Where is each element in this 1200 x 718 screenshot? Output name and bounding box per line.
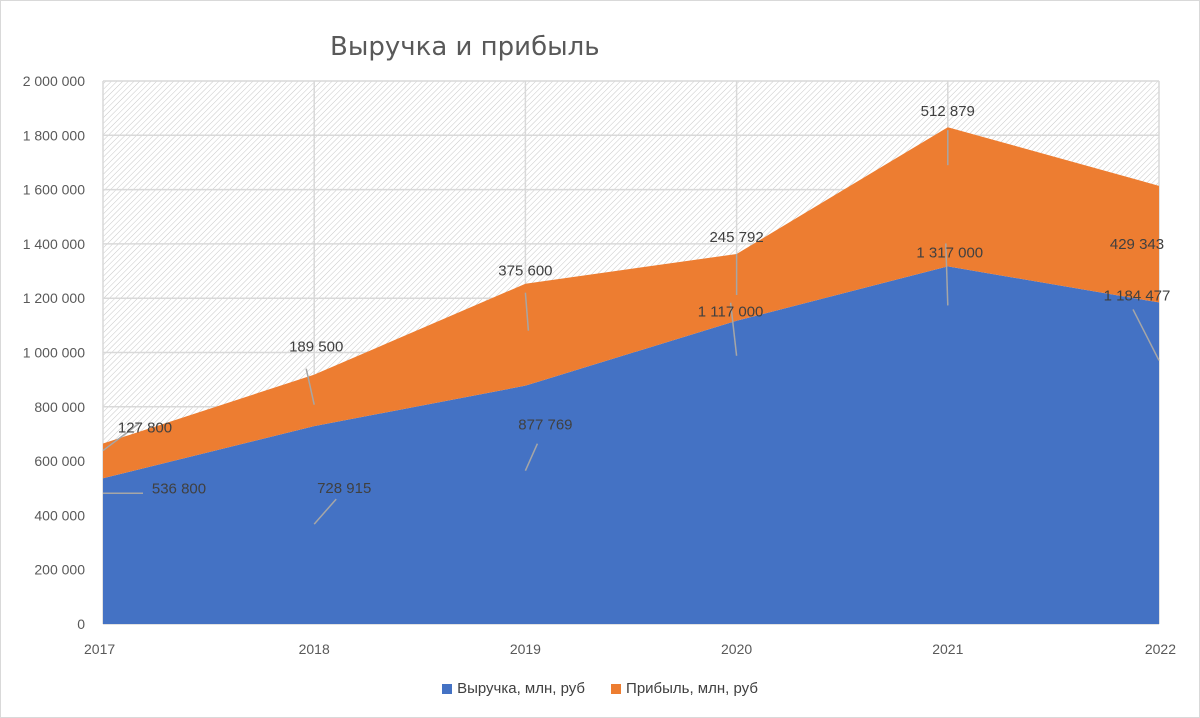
y-tick-label: 0 (77, 616, 85, 632)
y-tick-label: 200 000 (34, 562, 85, 578)
leader-line-profit (102, 422, 140, 452)
y-tick-label: 1 600 000 (23, 182, 85, 198)
data-label-profit: 512 879 (921, 103, 975, 120)
area-profit (103, 127, 1159, 479)
legend-label-revenue: Выручка, млн, руб (457, 680, 586, 697)
leader-line-revenue (945, 243, 949, 306)
data-label-revenue: 1 184 477 (1104, 287, 1171, 304)
x-tick-label: 2017 (84, 641, 115, 657)
data-label-profit: 429 343 (1110, 236, 1164, 253)
x-tick-label: 2021 (932, 641, 963, 657)
data-label-profit: 245 792 (709, 229, 763, 246)
leader-line-profit (524, 292, 530, 331)
leader-line-revenue (1132, 309, 1160, 361)
data-label-revenue: 1 317 000 (916, 244, 983, 261)
leader-line-revenue (729, 302, 738, 356)
y-tick-label: 1 000 000 (23, 345, 85, 361)
data-label-profit: 375 600 (498, 263, 552, 280)
data-label-revenue: 1 117 000 (698, 304, 764, 321)
legend-item-revenue: Выручка, млн, руб (442, 680, 585, 697)
leader-line-revenue (524, 443, 539, 471)
legend-swatch-profit (611, 683, 622, 694)
y-tick-label: 1 400 000 (23, 236, 85, 252)
x-tick-label: 2020 (721, 641, 752, 657)
data-label-profit: 127 800 (118, 420, 172, 437)
legend-item-profit: Прибыль, млн, руб (611, 680, 758, 697)
y-tick-label: 1 800 000 (23, 127, 85, 143)
x-tick-label: 2019 (510, 641, 541, 657)
data-label-revenue: 877 769 (518, 417, 572, 434)
y-tick-label: 600 000 (34, 453, 85, 469)
y-tick-label: 800 000 (34, 399, 85, 415)
chart-title: Выручка и прибыль (330, 32, 600, 62)
data-label-revenue: 536 800 (152, 480, 206, 497)
x-tick-label: 2022 (1145, 641, 1176, 657)
y-tick-label: 2 000 000 (23, 73, 85, 89)
leader-line-revenue (313, 498, 337, 525)
area-revenue (103, 266, 1159, 624)
legend-label-profit: Прибыль, млн, руб (626, 680, 758, 697)
y-tick-label: 400 000 (34, 507, 85, 523)
y-tick-label: 1 200 000 (23, 290, 85, 306)
leader-line-profit (305, 368, 315, 405)
data-label-profit: 189 500 (289, 339, 343, 356)
legend-swatch-revenue (442, 683, 453, 694)
x-tick-label: 2018 (299, 641, 330, 657)
data-label-revenue: 728 915 (317, 480, 371, 497)
chart-legend: Выручка, млн, руб Прибыль, млн, руб (0, 680, 1200, 697)
